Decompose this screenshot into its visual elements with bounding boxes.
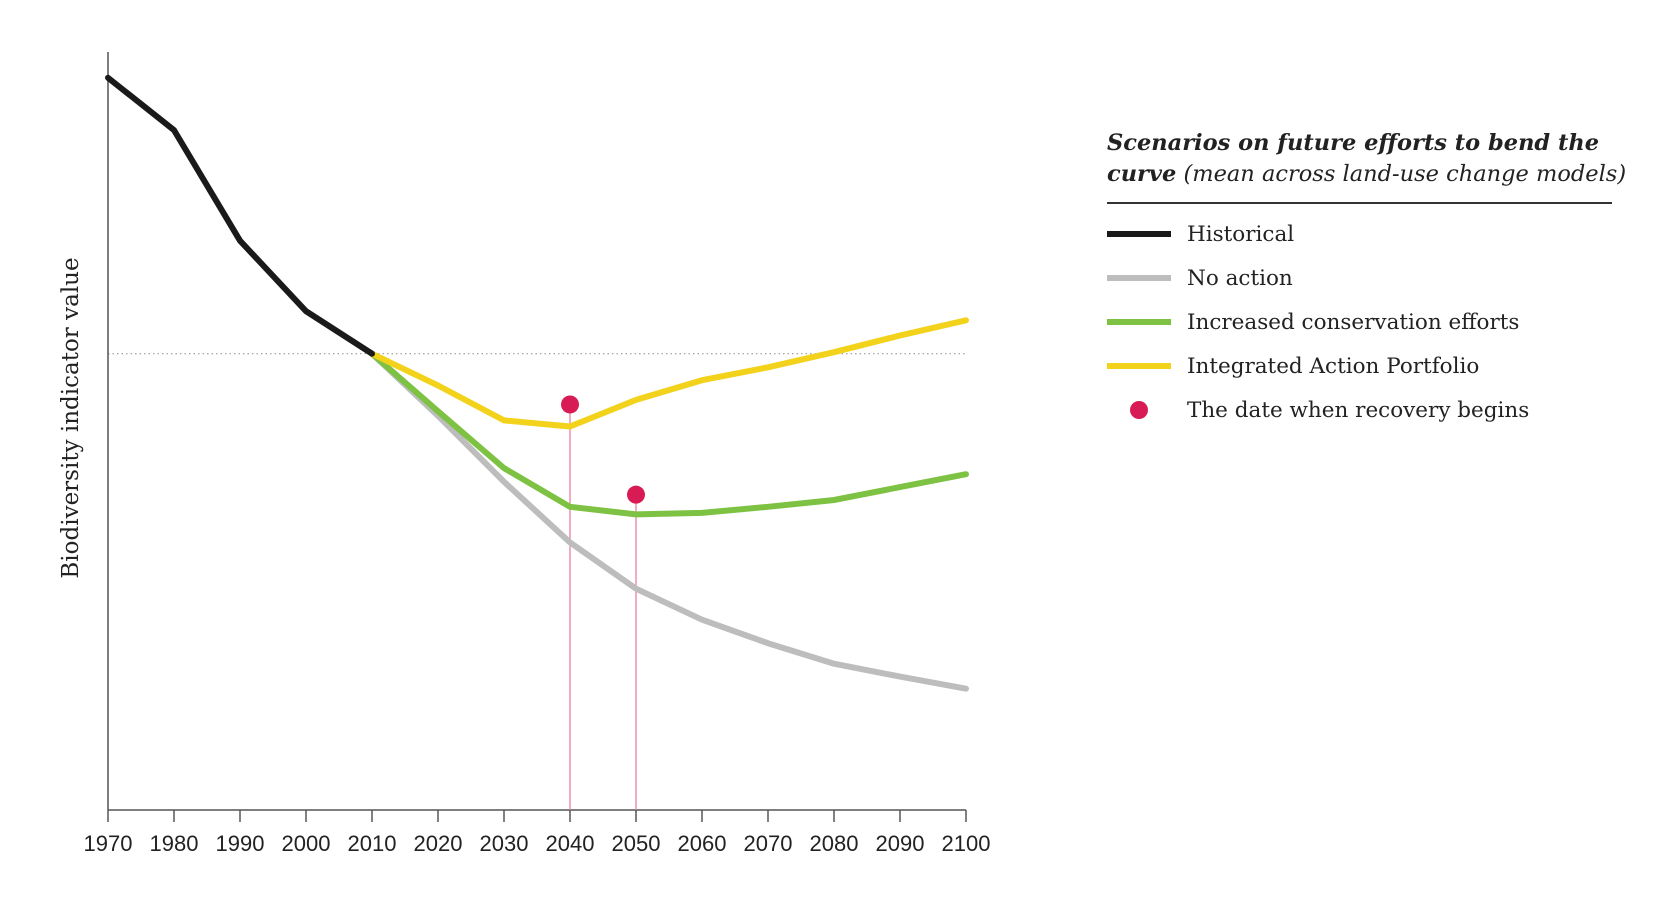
legend-title-line1: Scenarios on future efforts to bend the — [1107, 130, 1600, 156]
legend-swatch-no-action — [1107, 275, 1171, 281]
legend-label-increased-conservation: Increased conservation efforts — [1187, 309, 1520, 335]
legend-label-no-action: No action — [1187, 265, 1293, 291]
x-tick-label-1970: 1970 — [84, 831, 133, 856]
legend-items: Historical No action Increased conservat… — [1107, 212, 1612, 432]
x-tick-label-2090: 2090 — [876, 831, 925, 856]
x-tick-label-2020: 2020 — [414, 831, 463, 856]
series-line-no-action — [369, 350, 969, 692]
x-tick-label-2060: 2060 — [678, 831, 727, 856]
recovery-point-2040 — [561, 395, 579, 414]
legend-label-integrated-action: Integrated Action Portfolio — [1187, 353, 1480, 379]
legend-subtitle: (mean across land-use change models) — [1183, 161, 1627, 187]
legend: Scenarios on future efforts to bend the … — [1107, 128, 1626, 432]
x-tick-label-2000: 2000 — [282, 831, 331, 856]
recovery-marker-lines — [569, 404, 637, 810]
x-axis-ticks: 1970 1980 1990 2000 2010 2020 2030 2040 2050 2060… — [84, 810, 991, 856]
legend-item-historical: Historical — [1107, 212, 1612, 256]
x-tick-label-2010: 2010 — [348, 831, 397, 856]
x-tick-label-2040: 2040 — [546, 831, 595, 856]
legend-swatch-historical — [1107, 231, 1171, 237]
legend-dot-wrap — [1107, 401, 1171, 419]
x-tick-label-1980: 1980 — [150, 831, 199, 856]
x-tick-label-2080: 2080 — [810, 831, 859, 856]
x-tick-label-1990: 1990 — [216, 831, 265, 856]
recovery-point-2050 — [627, 485, 645, 504]
legend-label-recovery-date: The date when recovery begins — [1187, 397, 1530, 423]
legend-dot-recovery — [1130, 401, 1148, 419]
legend-title-line2: curve — [1107, 161, 1177, 187]
y-axis-label: Biodiversity indicator value — [58, 257, 84, 578]
legend-item-integrated-action: Integrated Action Portfolio — [1107, 344, 1612, 388]
legend-title: Scenarios on future efforts to bend the … — [1107, 128, 1626, 204]
x-tick-label-2100: 2100 — [942, 831, 991, 856]
series-lines — [105, 74, 969, 692]
series-line-integrated-action-portfolio — [369, 317, 969, 430]
recovery-points — [561, 395, 645, 504]
legend-label-historical: Historical — [1187, 221, 1295, 247]
legend-item-no-action: No action — [1107, 256, 1612, 300]
x-tick-label-2030: 2030 — [480, 831, 529, 856]
legend-swatch-integrated-action — [1107, 363, 1171, 369]
legend-item-increased-conservation: Increased conservation efforts — [1107, 300, 1612, 344]
series-line-increased-conservation-efforts — [369, 350, 969, 518]
x-tick-label-2070: 2070 — [744, 831, 793, 856]
x-tick-label-2050: 2050 — [612, 831, 661, 856]
legend-swatch-increased-conservation — [1107, 319, 1171, 325]
axes — [107, 52, 966, 811]
legend-item-recovery-date: The date when recovery begins — [1107, 388, 1612, 432]
series-line-historical — [105, 74, 375, 357]
